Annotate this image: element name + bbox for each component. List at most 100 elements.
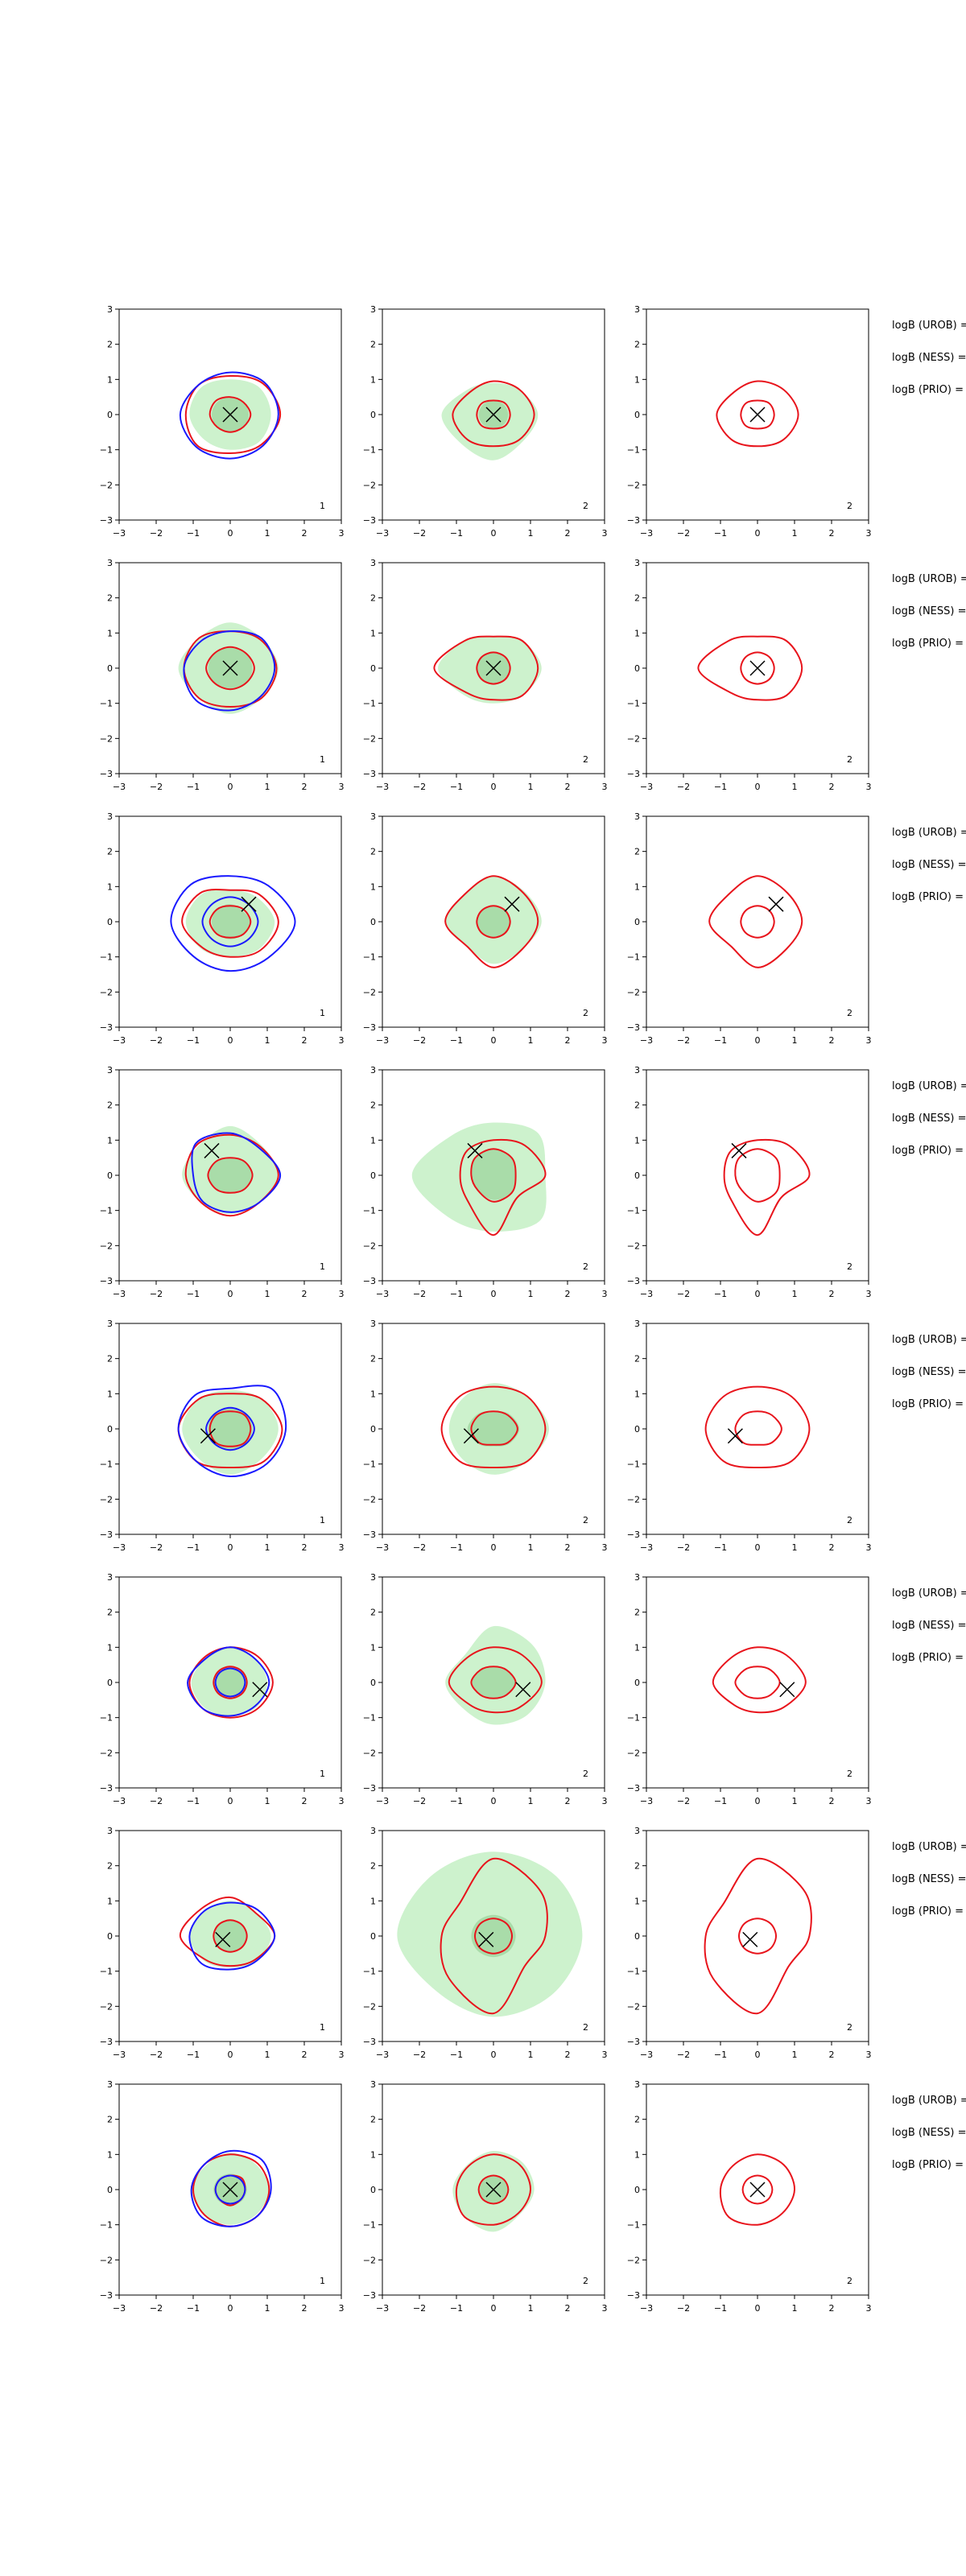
y-tick-label: 2 (634, 1861, 640, 1872)
panel-corner-label: 2 (847, 1261, 852, 1272)
x-tick-label: −3 (376, 782, 389, 792)
y-tick-label: 2 (634, 1608, 640, 1618)
x-tick-label: 2 (302, 1796, 308, 1806)
true-value-marker (478, 1931, 494, 1947)
y-tick-label: 2 (370, 1100, 376, 1111)
fill-region-inner (471, 1149, 516, 1200)
y-tick-label: −1 (100, 1206, 113, 1216)
y-tick-label: 3 (107, 558, 113, 568)
y-tick-label: 3 (370, 1826, 376, 1836)
red-contour-2 (208, 905, 252, 939)
y-tick-label: 0 (370, 917, 376, 927)
x-tick-label: −1 (450, 528, 463, 539)
x-tick-label: −2 (413, 1289, 426, 1299)
y-tick-label: −1 (627, 1206, 640, 1216)
red-contour-1 (444, 875, 539, 968)
x-tick-label: 3 (602, 782, 608, 792)
x-tick-label: −1 (450, 1289, 463, 1299)
x-tick-label: −1 (714, 2303, 727, 2314)
axes-frame (646, 815, 869, 1028)
y-tick-label: 2 (107, 2115, 113, 2125)
x-tick-label: 0 (228, 2303, 233, 2314)
x-tick-label: 2 (302, 1542, 308, 1553)
x-tick-label: 0 (755, 1035, 761, 1046)
x-tick-label: 1 (265, 782, 270, 792)
blue-contour-1 (191, 1132, 282, 1213)
y-tick-label: 3 (634, 2079, 640, 2090)
x-tick-label: 2 (829, 1542, 835, 1553)
logb-label-2: logB (NESS) = (892, 1873, 966, 1885)
red-contour-2 (208, 396, 252, 433)
x-tick-label: 1 (265, 2303, 270, 2314)
x-tick-label: 1 (265, 1796, 270, 1806)
y-tick-label: −2 (627, 1494, 640, 1505)
panel-corner-label: 1 (320, 2276, 325, 2286)
blue-contour-1 (170, 875, 296, 972)
x-tick-label: −1 (187, 2050, 200, 2060)
logb-label-1: logB (UROB) = (892, 2095, 966, 2107)
x-tick-label: 0 (491, 1796, 497, 1806)
red-contour-2 (740, 651, 775, 685)
red-contour-1 (455, 2153, 532, 2226)
y-tick-label: 2 (634, 2115, 640, 2125)
y-tick-label: 1 (370, 1135, 376, 1146)
y-tick-label: −1 (100, 445, 113, 456)
red-contour-1 (712, 1646, 807, 1714)
x-tick-label: −1 (450, 1796, 463, 1806)
y-tick-label: −3 (627, 1022, 640, 1033)
blue-contour-2 (214, 2174, 246, 2205)
y-tick-label: −3 (363, 1530, 376, 1540)
panel-corner-label: 2 (583, 501, 588, 511)
blue-contour-1 (187, 1646, 270, 1717)
x-tick-label: 0 (491, 2303, 497, 2314)
x-tick-label: 2 (565, 1542, 571, 1553)
true-value-marker (749, 2182, 766, 2198)
y-tick-label: −1 (363, 1967, 376, 1977)
y-tick-label: 2 (634, 340, 640, 350)
x-tick-label: −3 (640, 2303, 653, 2314)
panel-corner-label: 1 (320, 1261, 325, 1272)
x-tick-label: −2 (150, 782, 163, 792)
y-tick-label: 2 (634, 1100, 640, 1111)
red-contour-2 (734, 1148, 781, 1203)
panel-r5-c2: −3 −2 −1 0 1 2 3 −3 −2 −1 0 1 2 3 2 (363, 1319, 608, 1553)
y-tick-label: −2 (363, 733, 376, 744)
x-tick-label: −3 (113, 1542, 126, 1553)
red-contour-1 (459, 1138, 547, 1236)
x-tick-label: −1 (714, 2050, 727, 2060)
x-tick-label: 2 (565, 1289, 571, 1299)
logb-label-2: logB (NESS) = (892, 859, 966, 871)
panel-r6-c2: −3 −2 −1 0 1 2 3 −3 −2 −1 0 1 2 3 2 (363, 1572, 608, 1806)
red-contour-2 (741, 2174, 774, 2205)
x-tick-label: 3 (339, 1289, 345, 1299)
x-tick-label: 1 (792, 1542, 798, 1553)
red-contour-2 (737, 1918, 778, 1955)
y-tick-label: −2 (363, 480, 376, 490)
blue-contour-1 (190, 2149, 272, 2227)
x-tick-label: −3 (113, 1796, 126, 1806)
x-tick-label: 3 (866, 2050, 872, 2060)
x-tick-label: −3 (376, 1542, 389, 1553)
red-contour-2 (470, 1410, 518, 1446)
y-tick-label: 3 (634, 811, 640, 822)
y-tick-label: −2 (627, 1748, 640, 1758)
panel-corner-label: 2 (847, 754, 852, 765)
y-tick-label: −3 (100, 1530, 113, 1540)
x-tick-label: −1 (187, 1035, 200, 1046)
y-tick-label: −1 (100, 1713, 113, 1724)
y-tick-label: −2 (100, 480, 113, 490)
x-tick-label: −1 (187, 2303, 200, 2314)
true-value-marker (485, 660, 502, 676)
panel-r4-c1: −3 −2 −1 0 1 2 3 −3 −2 −1 0 1 2 3 1 (100, 1065, 345, 1299)
x-tick-label: −3 (113, 2303, 126, 2314)
red-contour-1 (440, 1385, 547, 1469)
x-tick-label: 0 (755, 1796, 761, 1806)
true-value-marker (731, 1142, 747, 1158)
x-tick-label: 1 (265, 1542, 270, 1553)
true-value-marker (727, 1428, 743, 1444)
x-tick-label: 0 (491, 1289, 497, 1299)
red-contour-1 (181, 889, 279, 958)
x-tick-label: 2 (829, 1796, 835, 1806)
x-tick-label: 3 (602, 2050, 608, 2060)
true-value-marker (204, 1142, 220, 1158)
